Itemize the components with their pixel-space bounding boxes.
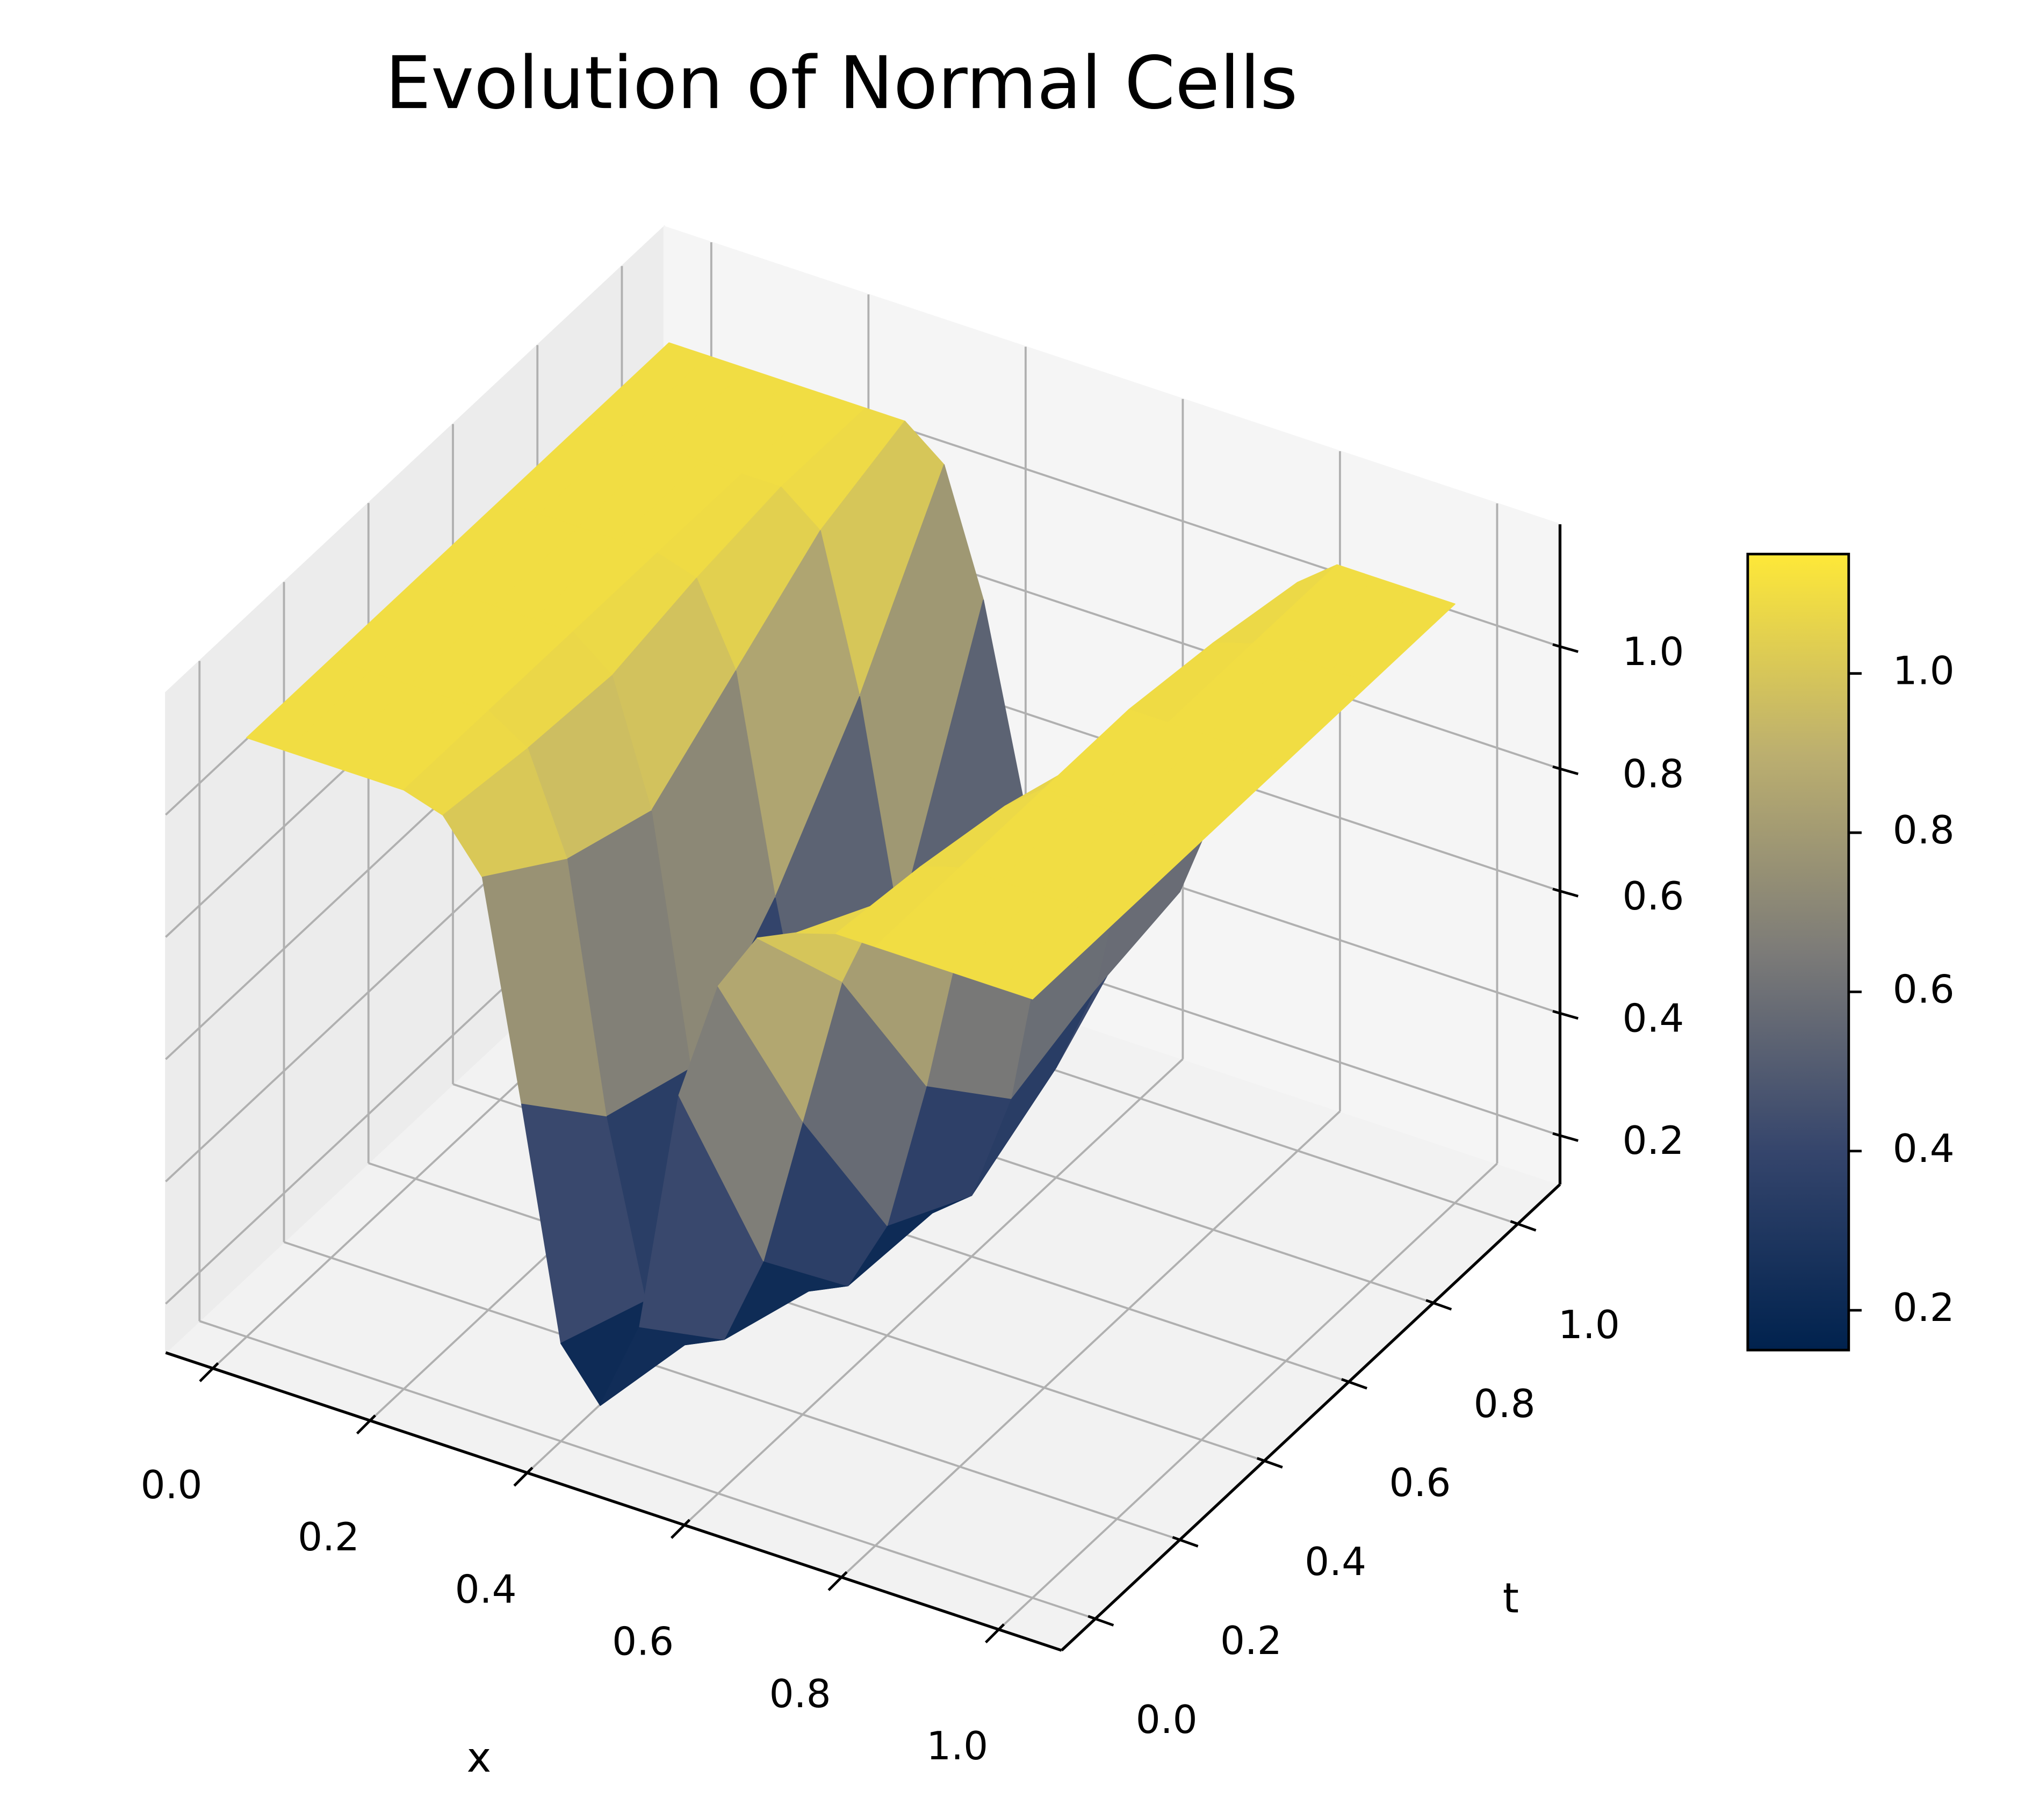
y-tick-label: 1.0 xyxy=(1558,1303,1620,1348)
colorbar xyxy=(1746,552,1850,1352)
y-axis-label: t xyxy=(1503,1575,1519,1623)
x-tick-label: 0.8 xyxy=(769,1672,831,1717)
tick-mark xyxy=(1172,1536,1199,1548)
x-tick-label: 0.0 xyxy=(141,1463,203,1508)
tick-mark xyxy=(1552,1010,1579,1020)
tick-mark xyxy=(513,1467,534,1487)
x-tick-label: 0.2 xyxy=(298,1515,359,1560)
tick-mark xyxy=(1552,765,1579,776)
chart-title: Evolution of Normal Cells xyxy=(385,41,1298,125)
tick-mark xyxy=(984,1623,1005,1644)
y-tick-label: 0.8 xyxy=(1474,1382,1536,1427)
y-tick-label: 0.6 xyxy=(1389,1461,1451,1506)
colorbar-tick-label: 0.6 xyxy=(1893,967,1955,1012)
grid-line xyxy=(998,1162,1498,1630)
grid-line xyxy=(840,1110,1341,1578)
tick-mark xyxy=(827,1571,848,1591)
colorbar-tick-label: 1.0 xyxy=(1893,649,1955,694)
x-tick-label: 1.0 xyxy=(926,1724,988,1769)
colorbar-tick-label: 0.8 xyxy=(1893,808,1955,853)
grid-line xyxy=(283,1241,1180,1541)
x-axis-label: x xyxy=(467,1734,492,1782)
surface-patch xyxy=(992,906,1118,1000)
tick-mark xyxy=(1552,887,1579,898)
y-tick-label: 0.0 xyxy=(1136,1698,1198,1743)
z-tick-label: 0.4 xyxy=(1622,996,1684,1042)
z-tick-label: 0.8 xyxy=(1622,752,1684,797)
tick-mark xyxy=(1425,1299,1452,1311)
grid-line xyxy=(199,1320,1096,1620)
tick-mark xyxy=(670,1519,691,1539)
tick-mark xyxy=(1256,1457,1283,1469)
axis-line xyxy=(165,1351,1062,1652)
z-tick-label: 0.6 xyxy=(1622,874,1684,919)
tick-mark xyxy=(199,1362,219,1383)
tick-mark xyxy=(1510,1220,1537,1232)
tick-mark xyxy=(1552,643,1579,653)
colorbar-tick-label: 0.4 xyxy=(1893,1126,1955,1172)
tick-mark xyxy=(356,1414,377,1435)
tick-mark xyxy=(1087,1615,1114,1627)
tick-mark xyxy=(1552,1132,1579,1142)
colorbar-tick-label: 0.2 xyxy=(1893,1285,1955,1331)
z-tick-label: 1.0 xyxy=(1622,630,1684,675)
grid-line xyxy=(368,1162,1265,1462)
y-tick-label: 0.4 xyxy=(1305,1540,1366,1585)
y-tick-label: 0.2 xyxy=(1220,1619,1282,1664)
x-tick-label: 0.6 xyxy=(612,1620,674,1665)
z-tick-label: 0.2 xyxy=(1622,1118,1684,1164)
x-tick-label: 0.4 xyxy=(455,1567,517,1612)
axis-line xyxy=(1060,1183,1561,1652)
grid-line xyxy=(683,1058,1184,1526)
tick-mark xyxy=(1341,1378,1367,1390)
